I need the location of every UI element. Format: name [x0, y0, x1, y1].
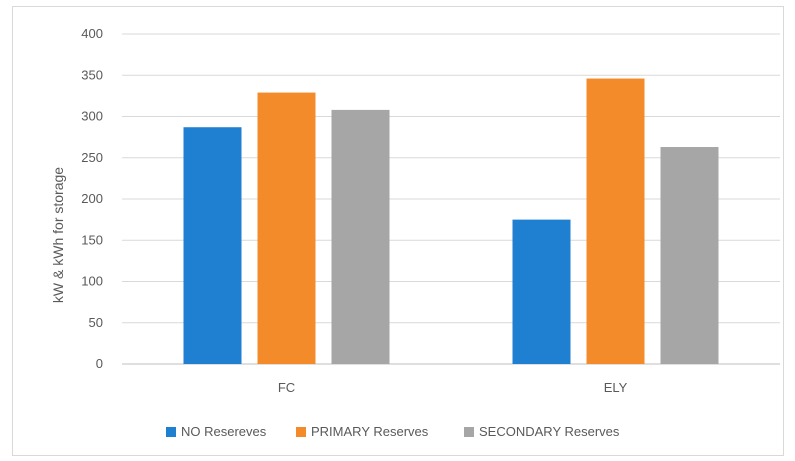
- y-tick-label: 250: [81, 150, 103, 165]
- legend: NO Resereves PRIMARY Reserves SECONDARY Re…: [166, 424, 620, 439]
- y-tick-label: 300: [81, 109, 103, 124]
- legend-label: NO Resereves: [181, 424, 267, 439]
- bar-ely-secondary-reserves: [660, 147, 719, 364]
- legend-label: SECONDARY Reserves: [479, 424, 620, 439]
- y-tick-label: 0: [96, 356, 103, 371]
- bar-fc-primary-reserves: [257, 92, 316, 364]
- legend-label: PRIMARY Reserves: [311, 424, 429, 439]
- legend-swatch: [296, 427, 306, 437]
- chart-frame: [12, 6, 784, 456]
- bar-fc-secondary-reserves: [331, 109, 390, 365]
- x-tick-label: ELY: [604, 380, 628, 395]
- y-tick-label: 400: [81, 26, 103, 41]
- y-tick-label: 150: [81, 232, 103, 247]
- x-axis-ticks: FC ELY: [278, 380, 628, 395]
- legend-swatch: [166, 427, 176, 437]
- y-axis-title: kW & kWh for storage: [50, 167, 66, 303]
- bar-fc-no-resereves: [183, 127, 242, 364]
- y-tick-label: 350: [81, 67, 103, 82]
- legend-swatch: [464, 427, 474, 437]
- bars: [183, 78, 719, 365]
- y-tick-label: 100: [81, 274, 103, 289]
- y-tick-label: 50: [89, 315, 103, 330]
- bar-ely-no-resereves: [512, 219, 571, 364]
- x-tick-label: FC: [278, 380, 295, 395]
- bar-ely-primary-reserves: [586, 78, 645, 365]
- y-axis-ticks: 0 50 100 150 200 250 300 350 400: [81, 26, 103, 371]
- y-tick-label: 200: [81, 191, 103, 206]
